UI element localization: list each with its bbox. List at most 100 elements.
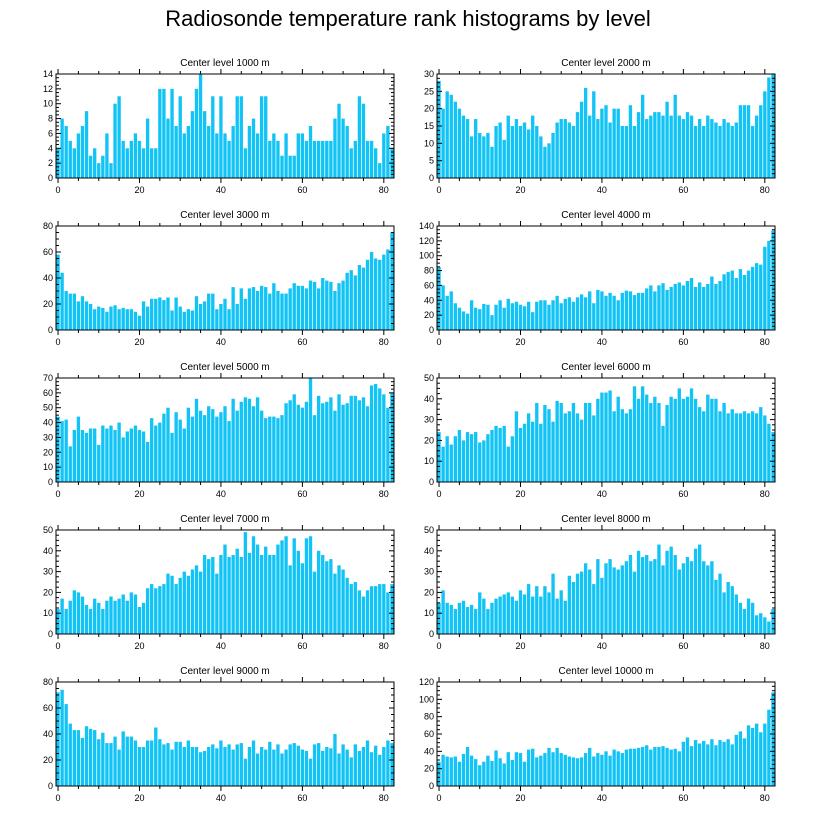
histogram-bar [628,409,633,482]
histogram-bar [353,744,357,786]
x-tick-label: 60 [678,185,688,195]
histogram-bar [68,140,72,178]
y-tick-label: 20 [43,755,53,765]
histogram-bar [97,739,101,786]
histogram-bar [198,752,203,786]
histogram-bar [616,569,620,634]
histogram-bar [158,739,162,786]
panel-title: Center level 2000 m [561,58,651,69]
histogram-bar [649,285,653,330]
histogram-bar [702,126,706,178]
histogram-bar [465,432,470,482]
histogram-bar [365,140,370,178]
x-tick-label: 20 [515,793,525,803]
histogram-bar [681,285,686,330]
histogram-bar [129,592,134,634]
histogram-bar [219,412,223,482]
histogram-bar [547,143,551,178]
histogram-bar [251,406,256,482]
histogram-bar [145,306,150,330]
histogram-bar [255,291,260,330]
y-tick-label: 5 [429,156,434,166]
histogram-bar [337,753,341,786]
x-tick-label: 0 [437,337,442,347]
histogram-bar [665,101,669,178]
histogram-bar [113,103,117,178]
histogram-bar [730,126,734,178]
panel-title: Center level 3000 m [180,210,270,221]
histogram-bar [453,436,457,482]
histogram-bar [579,757,584,786]
histogram-bar [390,584,394,634]
histogram-bar [239,743,243,786]
histogram-bar [308,536,313,634]
histogram-bar [365,740,370,786]
histogram-bar [750,126,755,178]
histogram-bar [386,740,390,786]
histogram-bar [518,753,523,786]
histogram-bar [178,741,182,786]
histogram-bar [461,311,466,330]
y-tick-label: 60 [43,703,53,713]
histogram-bar [280,415,284,482]
histogram-bar [231,554,235,634]
histogram-bar [645,119,649,178]
histogram-bar [531,115,535,178]
panel-3: Center level 3000 m 0 20 40 60 80 0 20 40 60 80 [43,210,395,347]
histogram-bar [137,315,142,330]
histogram-bar [202,301,207,330]
histogram-bar [211,744,215,786]
histogram-bar [693,740,698,786]
histogram-bar [105,600,109,634]
histogram-bar [514,411,519,482]
histogram-bar [72,293,76,330]
histogram-bar [514,119,519,178]
histogram-bar [68,600,72,634]
histogram-bar [349,148,353,178]
histogram-bar [685,557,690,634]
histogram-bar [750,727,755,786]
histogram-bar [596,559,600,634]
histogram-bar [714,745,718,786]
histogram-bar [109,743,113,786]
histogram-bar [64,126,68,178]
histogram-bar [133,425,138,482]
histogram-bar [170,432,174,482]
histogram-bar [510,596,515,634]
histogram-bar [154,148,158,178]
histogram-bar [738,602,743,634]
histogram-bar [190,310,195,330]
histogram-bar [272,749,276,786]
histogram-bar [653,396,657,482]
histogram-bar [653,747,657,786]
histogram-bar [531,596,535,634]
histogram-bar [280,155,284,178]
histogram-bar [182,571,186,634]
histogram-bar [374,745,378,786]
histogram-bar [255,753,260,786]
histogram-bar [510,436,515,482]
histogram-bar [640,747,645,786]
histogram-bar [369,140,374,178]
histogram-bar [280,293,284,330]
histogram-bar [571,757,576,786]
histogram-bar [235,410,239,482]
histogram-bar [259,410,264,482]
histogram-bar [657,402,661,482]
histogram-bar [755,263,759,330]
histogram-bar [539,423,543,482]
histogram-bar [592,756,596,786]
y-tick-label: 20 [424,435,434,445]
histogram-bar [734,122,738,178]
histogram-bar [681,398,686,482]
histogram-bar [76,416,81,482]
histogram-bar [759,732,763,786]
histogram-bar [300,407,305,482]
histogram-bar [316,550,321,634]
histogram-bar [689,278,694,330]
histogram-bar [272,416,276,482]
histogram-bar [526,413,531,482]
histogram-bar [137,606,142,634]
histogram-bar [378,388,382,482]
histogram-bar [284,293,288,330]
